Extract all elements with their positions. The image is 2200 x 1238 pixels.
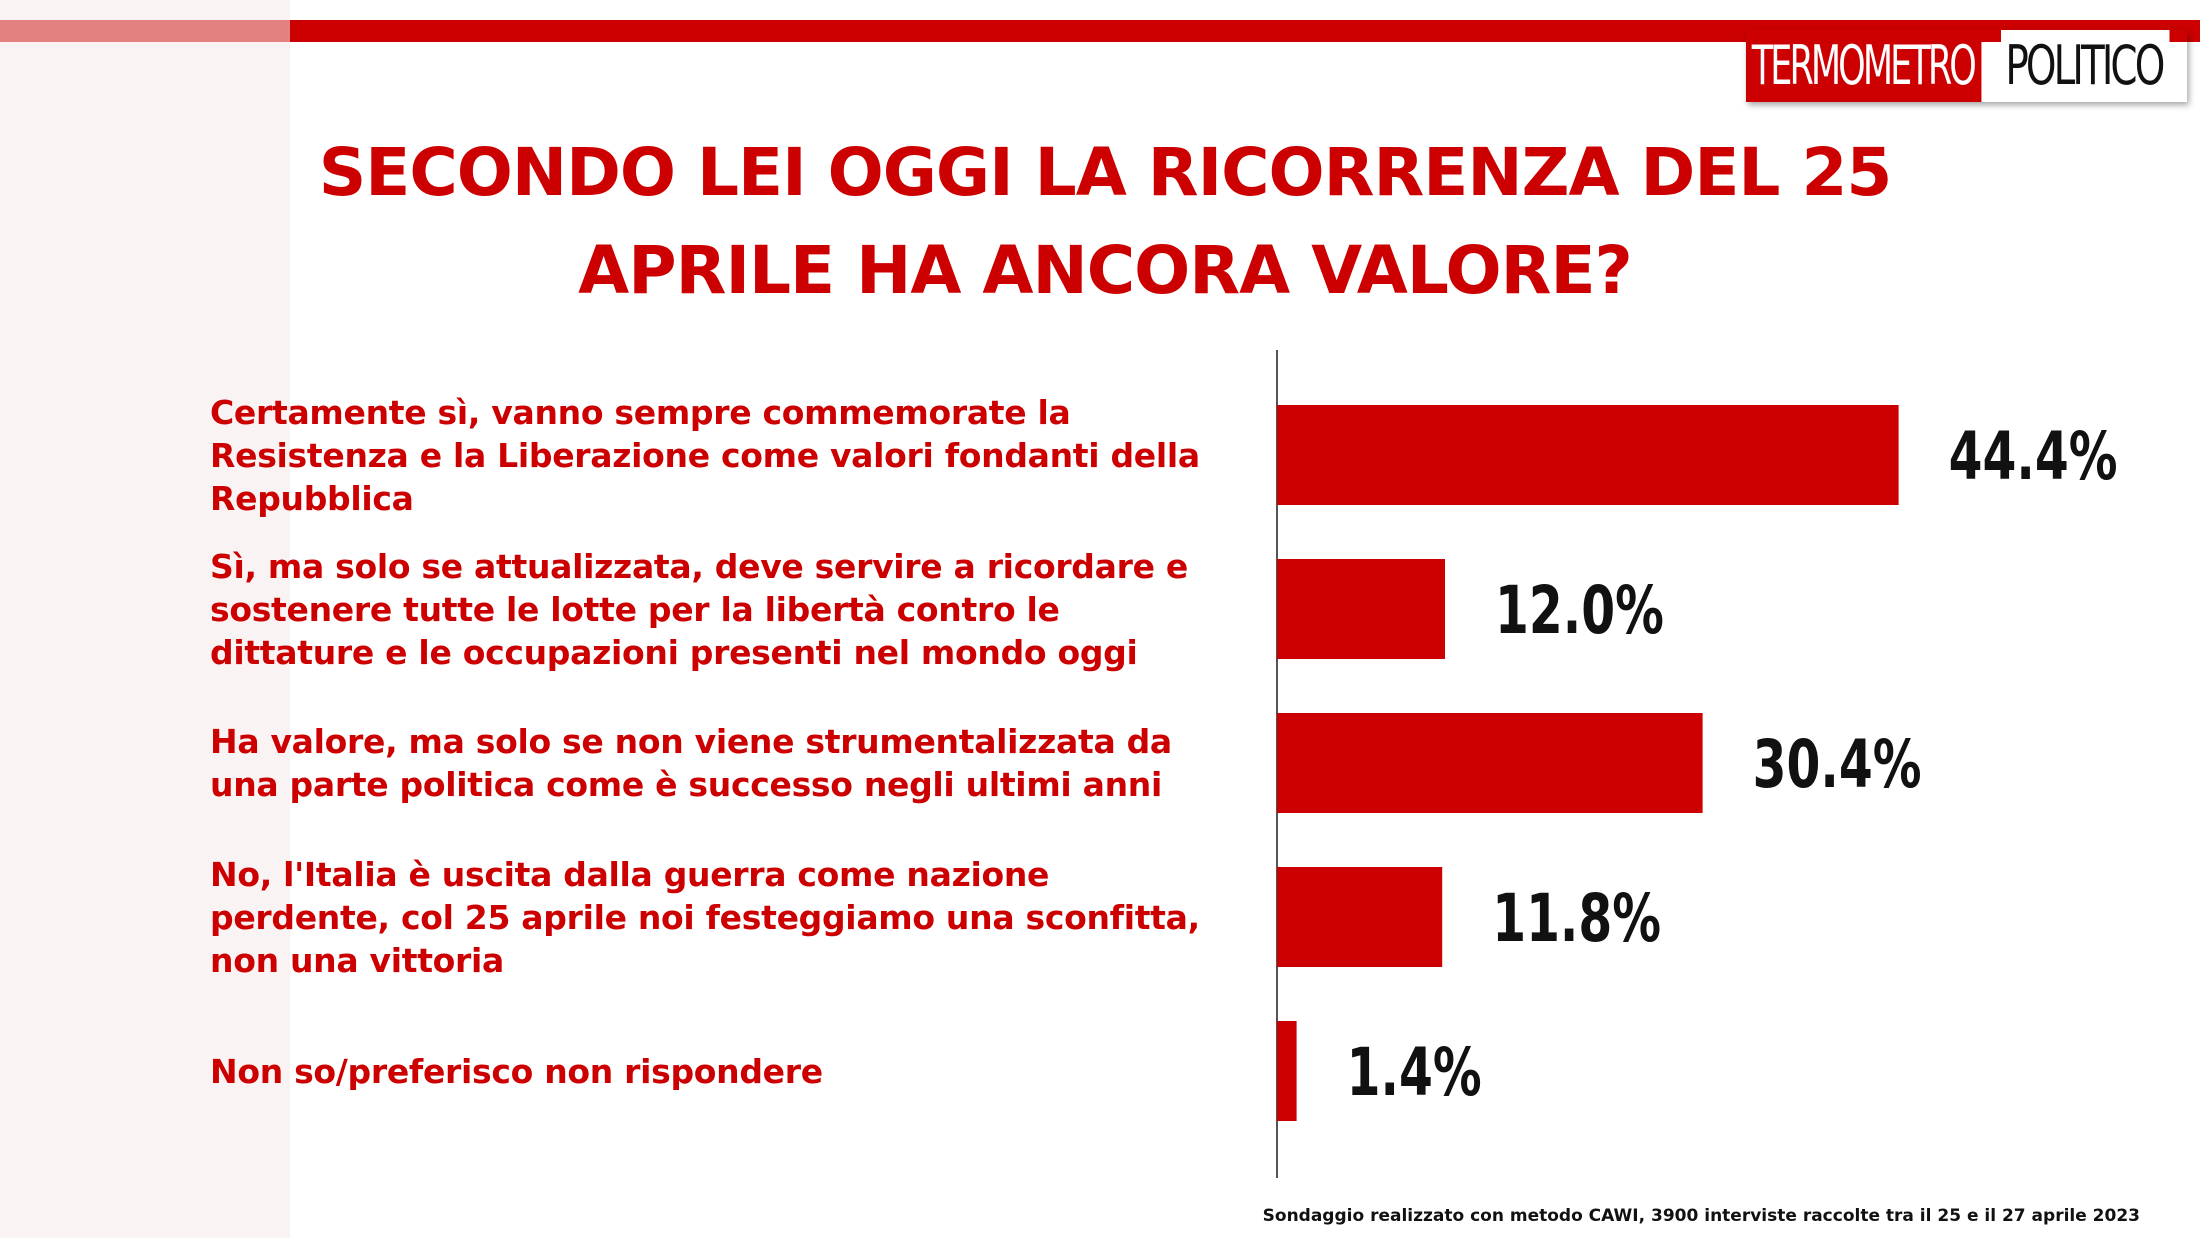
bar-5 [1277, 1021, 1297, 1121]
category-label-line: perdente, col 25 aprile noi festeggiamo … [210, 897, 1200, 937]
category-label-line: No, l'Italia è uscita dalla guerra come … [210, 854, 1050, 894]
survey-footnote: Sondaggio realizzato con metodo CAWI, 39… [1262, 1206, 2140, 1226]
category-label-line: non una vittoria [210, 940, 504, 980]
bar-1 [1277, 405, 1899, 505]
bar-2 [1277, 559, 1445, 659]
termometro-politico-logo: TERMOMETRO POLITICO [1746, 30, 2187, 102]
category-label-line: una parte politica come è successo negli… [210, 765, 1162, 804]
top-bar [0, 20, 2200, 42]
category-label-line: dittature e le occupazioni presenti nel … [210, 632, 1138, 672]
value-label-1: 44.4% [1949, 419, 2118, 496]
bar-4 [1277, 867, 1443, 967]
category-label-line: Resistenza e la Liberazione come valori … [210, 435, 1200, 475]
category-label-5: Non so/preferisco non rispondere [210, 1050, 1250, 1093]
category-label-line: Repubblica [210, 478, 414, 518]
category-label-3: Ha valore, ma solo se non viene strument… [210, 720, 1250, 806]
logo-part-red: TERMOMETRO [1746, 30, 1982, 102]
bar-3 [1277, 713, 1703, 813]
category-label-line: Ha valore, ma solo se non viene strument… [210, 722, 1172, 761]
category-label-line: Non so/preferisco non rispondere [210, 1051, 823, 1091]
category-label-2: Sì, ma solo se attualizzata, deve servir… [210, 545, 1250, 674]
category-label-line: sostenere tutte le lotte per la libertà … [210, 589, 1060, 629]
title-line-1: SECONDO LEI OGGI LA RICORRENZA DEL 25 [318, 134, 1893, 211]
title-line-2: APRILE HA ANCORA VALORE? [578, 232, 1633, 309]
chart-title: SECONDO LEI OGGI LA RICORRENZA DEL 25 AP… [150, 124, 2060, 320]
value-label-2: 12.0% [1495, 573, 1664, 650]
value-label-4: 11.8% [1492, 881, 1661, 958]
value-label-5: 1.4% [1347, 1035, 1482, 1112]
category-label-4: No, l'Italia è uscita dalla guerra come … [210, 853, 1250, 982]
category-label-line: Certamente sì, vanno sempre commemorate … [210, 392, 1071, 432]
logo-part-white: POLITICO [2000, 30, 2170, 102]
category-label-1: Certamente sì, vanno sempre commemorate … [210, 391, 1250, 520]
category-label-line: Sì, ma solo se attualizzata, deve servir… [210, 546, 1188, 586]
value-label-3: 30.4% [1753, 727, 1922, 804]
